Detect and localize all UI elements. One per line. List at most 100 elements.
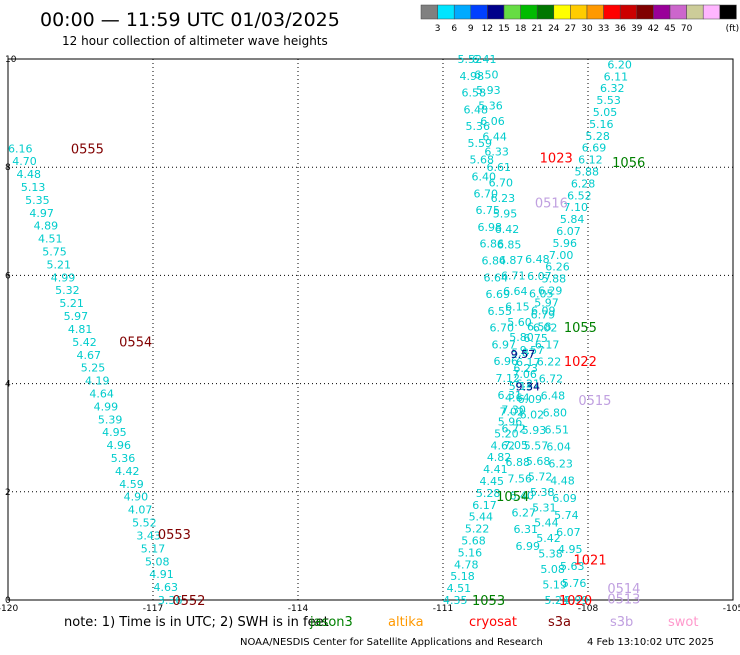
wave-height-value: 6.72 [539, 372, 564, 385]
colorbar: 3 6 9 12 15 18 21 24 27 30 33 36 39 42 45 70 (ft) [421, 5, 739, 34]
wave-height-value: 5.28 [585, 130, 610, 143]
wave-height-value: 6.22 [537, 355, 562, 368]
colorbar-label: 9 [468, 24, 474, 34]
colorbar-swatch [637, 5, 654, 19]
footer-credit: NOAA/NESDIS Center for Satellite Applica… [240, 637, 543, 648]
track-id-label: 0554 [119, 335, 152, 350]
legend-entry: s3a [548, 615, 571, 630]
wave-height-value: 4.64 [89, 387, 114, 400]
y-tick-label: 2 [5, 488, 11, 498]
wave-height-value: 5.72 [528, 470, 553, 483]
wave-height-value: 4.42 [115, 465, 139, 478]
wave-height-value: 6.32 [600, 82, 625, 95]
wave-height-value: 5.17 [141, 542, 166, 555]
colorbar-swatch [620, 5, 637, 19]
colorbar-swatch [454, 5, 471, 19]
colorbar-swatch [471, 5, 488, 19]
wave-height-value: 6.09 [531, 304, 556, 317]
wave-height-value-highlight: 9.34 [516, 380, 541, 393]
wave-height-value: 5.35 [25, 194, 50, 207]
wave-height-value: 6.64 [503, 285, 527, 298]
track-id-label: 0513 [607, 592, 640, 607]
wave-height-value: 6.07 [556, 526, 581, 539]
y-tick-label: 4 [5, 380, 11, 390]
wave-height-value: 5.74 [554, 509, 579, 522]
wave-height-value: 6.17 [535, 338, 560, 351]
wave-height-value: 4.48 [550, 475, 575, 488]
satellite-legend: jason3 altika cryosat s3a s3b swot [309, 615, 698, 630]
colorbar-swatch [570, 5, 587, 19]
track-id-label: 1023 [540, 151, 573, 166]
wave-height-value: 4.59 [119, 478, 144, 491]
wave-height-value: 4.90 [124, 491, 149, 504]
track-id-label: 0553 [158, 528, 191, 543]
track-id-label: 1053 [472, 594, 505, 609]
colorbar-label: 12 [482, 24, 493, 34]
wave-height-value: 5.39 [98, 413, 123, 426]
colorbar-swatch [421, 5, 438, 19]
footer-note: note: 1) Time is in UTC; 2) SWH is in fe… [64, 615, 329, 630]
track-id-label: 0552 [172, 594, 205, 609]
wave-height-value: 6.48 [525, 253, 550, 266]
wave-height-value: 5.16 [589, 118, 614, 131]
wave-height-value: 6.50 [474, 68, 499, 81]
wave-height-tracks: 6.164.704.485.135.354.974.894.515.755.21… [8, 53, 632, 607]
y-tick-label: 6 [5, 271, 11, 281]
wave-height-value: 4.95 [102, 426, 127, 439]
colorbar-swatch [687, 5, 704, 19]
track-id-label: 0555 [71, 142, 104, 157]
wave-height-value: 4.51 [38, 233, 63, 246]
wave-height-value: 6.71 [501, 269, 526, 282]
wave-height-value: 6.09 [552, 492, 577, 505]
wave-height-value: 6.69 [582, 142, 607, 155]
wave-height-value: 6.33 [484, 146, 509, 159]
track-id-label: 0515 [578, 394, 611, 409]
wave-height-value: 5.68 [461, 534, 486, 547]
y-tick-label: 10 [5, 55, 17, 65]
colorbar-swatch [604, 5, 621, 19]
grid-lines [8, 59, 733, 600]
colorbar-label: 42 [648, 24, 659, 34]
wave-height-value: 6.23 [548, 458, 573, 471]
legend-entry: cryosat [469, 615, 517, 630]
chart-title: 00:00 — 11:59 UTC 01/03/2025 [40, 9, 340, 31]
wave-height-value: 6.07 [556, 225, 581, 238]
wave-height-value: 6.80 [543, 407, 568, 420]
wave-height-value: 5.53 [596, 94, 621, 107]
wave-height-value: 5.16 [458, 546, 483, 559]
track-id-label: 0516 [535, 196, 568, 211]
wave-height-value: 4.81 [68, 323, 93, 336]
wave-height-value: 6.48 [541, 390, 566, 403]
colorbar-label: 15 [498, 24, 509, 34]
colorbar-swatch [670, 5, 687, 19]
wave-height-value: 6.28 [571, 177, 596, 190]
wave-height-value-highlight: 9.57 [511, 348, 535, 361]
colorbar-label: 6 [451, 24, 457, 34]
colorbar-swatch [521, 5, 538, 19]
colorbar-swatch [504, 5, 521, 19]
wave-height-value: 5.96 [553, 237, 578, 250]
wave-height-value: 5.21 [47, 258, 72, 271]
chart-subtitle: 12 hour collection of altimeter wave hei… [62, 34, 328, 48]
wave-height-value: 6.17 [472, 499, 497, 512]
colorbar-label: 27 [565, 24, 576, 34]
wave-height-value: 4.51 [447, 582, 472, 595]
wave-height-value: 5.38 [530, 486, 555, 499]
colorbar-swatch [554, 5, 571, 19]
wave-height-value: 4.99 [94, 400, 119, 413]
y-tick-label: 8 [5, 163, 11, 173]
wave-height-value: 5.13 [21, 181, 46, 194]
wave-height-value: 6.11 [604, 70, 629, 83]
colorbar-swatch [438, 5, 455, 19]
track-id-label: 1020 [559, 594, 592, 609]
legend-entry: swot [668, 615, 698, 630]
footer-timestamp: 4 Feb 13:10:02 UTC 2025 [587, 637, 714, 648]
wave-height-value: 4.96 [106, 439, 131, 452]
wave-height-value: 6.85 [497, 238, 522, 251]
wave-height-value: 4.48 [17, 168, 42, 181]
wave-height-value: 6.20 [607, 58, 632, 71]
wave-height-value: 4.45 [480, 475, 505, 488]
wave-height-value: 6.61 [487, 161, 512, 174]
wave-height-value: 5.93 [476, 84, 501, 97]
